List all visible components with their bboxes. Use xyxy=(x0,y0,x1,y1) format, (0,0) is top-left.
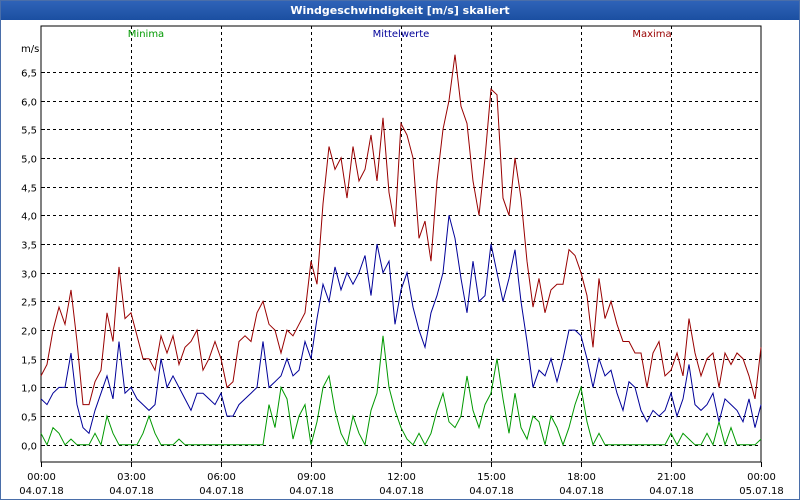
y-tick-label: 3,5 xyxy=(21,241,37,252)
y-tick-label: 6,0 xyxy=(21,98,37,109)
y-tick-label: 0,0 xyxy=(21,442,37,453)
x-axis: 00:00 04.07.18 03:00 04.07.18 06:00 04.07.18 0… xyxy=(19,462,784,497)
y-tick-label: 5,5 xyxy=(21,126,37,137)
x-tick-time: 00:00 xyxy=(27,472,56,483)
y-tick-label: 5,0 xyxy=(21,155,37,166)
y-tick-label: 2,5 xyxy=(21,298,37,309)
series-line-mittelwerte xyxy=(40,215,762,435)
x-tick-date: 05.07.18 xyxy=(739,486,784,497)
x-tick-time: 00:00 xyxy=(747,472,776,483)
y-axis: 0,0 0,5 1,0 1,5 2,0 2,5 3,0 3,5 4,0 4,5 5,0 5,5 6,0 6… xyxy=(21,69,45,453)
x-tick-time: 21:00 xyxy=(657,472,686,483)
y-tick-label: 1,5 xyxy=(21,356,37,367)
series-line-minima xyxy=(40,335,762,447)
x-tick-date: 04.07.18 xyxy=(469,486,514,497)
x-tick-time: 06:00 xyxy=(207,472,236,483)
legend-maxima: Maxima xyxy=(632,29,671,40)
y-tick-label: 3,0 xyxy=(21,270,37,281)
x-tick-date: 04.07.18 xyxy=(649,486,694,497)
y-tick-label: 6,5 xyxy=(21,69,37,80)
x-tick-date: 04.07.18 xyxy=(109,486,154,497)
x-tick-date: 04.07.18 xyxy=(289,486,334,497)
x-tick-time: 18:00 xyxy=(567,472,596,483)
y-tick-label: 4,5 xyxy=(21,184,37,195)
y-tick-label: 0,5 xyxy=(21,413,37,424)
series-line-maxima xyxy=(40,54,762,406)
x-tick-date: 04.07.18 xyxy=(379,486,424,497)
x-tick-time: 12:00 xyxy=(387,472,416,483)
grid xyxy=(41,26,761,462)
legend-mittelwerte: Mittelwerte xyxy=(373,29,430,40)
series-lines xyxy=(40,54,762,447)
x-tick-date: 04.07.18 xyxy=(199,486,244,497)
y-tick-label: 1,0 xyxy=(21,384,37,395)
x-tick-time: 09:00 xyxy=(297,472,326,483)
legend-minima: Minima xyxy=(128,29,164,40)
x-tick-time: 15:00 xyxy=(477,472,506,483)
y-tick-label: 4,0 xyxy=(21,212,37,223)
y-tick-label: 2,0 xyxy=(21,327,37,338)
x-tick-date: 04.07.18 xyxy=(559,486,604,497)
x-tick-date: 04.07.18 xyxy=(19,486,64,497)
y-axis-label: m/s xyxy=(21,44,39,55)
x-tick-time: 03:00 xyxy=(117,472,146,483)
window-title: Windgeschwindigkeit [m/s] skaliert xyxy=(1,1,799,20)
